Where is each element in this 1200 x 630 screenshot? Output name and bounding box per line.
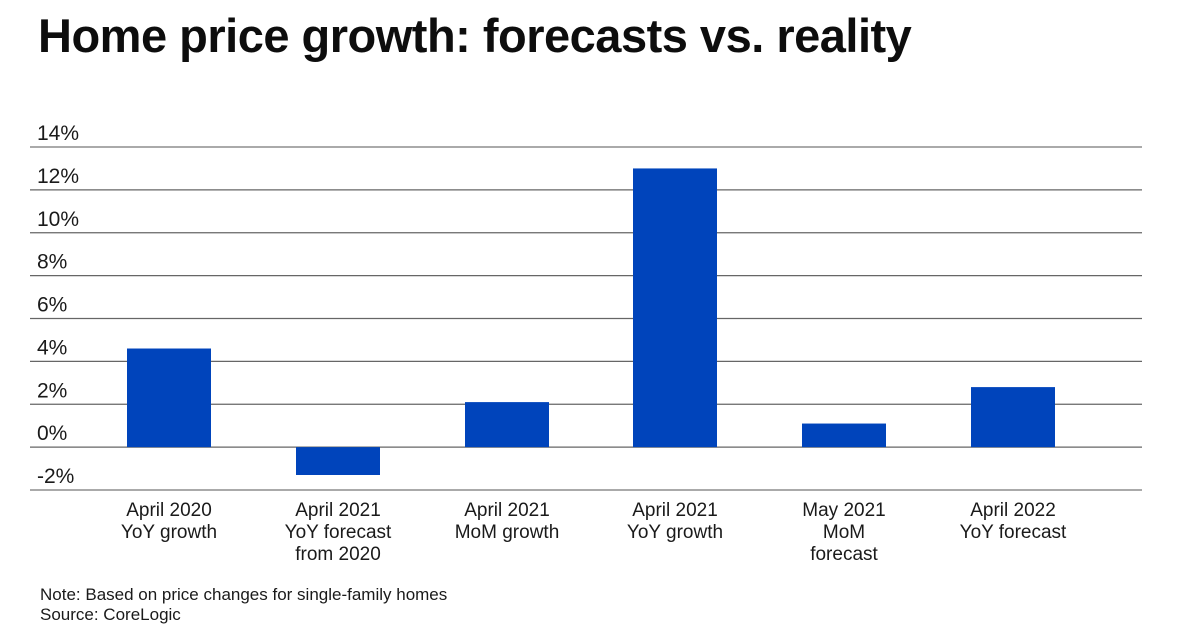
x-category-label: April 2021 YoY growth bbox=[627, 500, 723, 543]
y-tick-label: 14% bbox=[37, 122, 79, 145]
x-category-label: April 2021 YoY forecast from 2020 bbox=[285, 500, 392, 565]
y-tick-label: 6% bbox=[37, 294, 67, 317]
y-tick-label: 12% bbox=[37, 165, 79, 188]
bar bbox=[296, 447, 380, 475]
bar bbox=[971, 387, 1055, 448]
y-axis-tick-labels: 14% 12% 10% 8% 6% 4% 2% 0% -2% bbox=[37, 122, 79, 488]
x-category-label: April 2022 YoY forecast bbox=[960, 500, 1067, 543]
bars bbox=[127, 168, 1055, 475]
y-tick-label: 0% bbox=[37, 422, 67, 445]
y-tick-label: -2% bbox=[37, 465, 74, 488]
note-text: Note: Based on price changes for single-… bbox=[40, 585, 448, 604]
bar bbox=[633, 168, 717, 448]
y-tick-label: 10% bbox=[37, 208, 79, 231]
source-text: Source: CoreLogic bbox=[40, 605, 181, 624]
chart-notes: Note: Based on price changes for single-… bbox=[40, 585, 447, 625]
gridlines bbox=[30, 146, 1142, 491]
x-category-label: May 2021 MoM forecast bbox=[802, 500, 885, 565]
y-tick-label: 4% bbox=[37, 336, 67, 359]
bar bbox=[465, 402, 549, 448]
y-tick-label: 2% bbox=[37, 379, 67, 402]
bar bbox=[802, 423, 886, 448]
x-category-label: April 2020 YoY growth bbox=[121, 500, 217, 543]
x-category-label: April 2021 MoM growth bbox=[455, 500, 560, 543]
chart-title: Home price growth: forecasts vs. reality bbox=[38, 9, 912, 62]
x-axis-category-labels: April 2020 YoY growth April 2021 YoY foreca… bbox=[121, 500, 1067, 565]
bar bbox=[127, 348, 211, 448]
y-tick-label: 8% bbox=[37, 251, 67, 274]
